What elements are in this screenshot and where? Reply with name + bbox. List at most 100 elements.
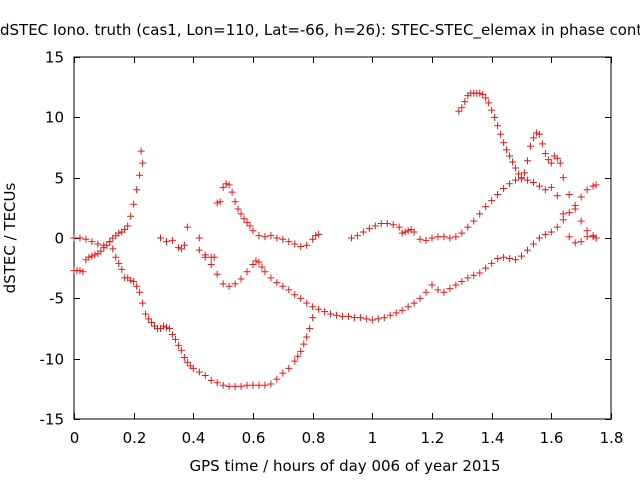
data-point bbox=[333, 311, 341, 319]
data-point bbox=[404, 227, 412, 235]
data-point bbox=[279, 282, 287, 290]
data-point bbox=[157, 234, 165, 242]
x-tick-label: 0.2 bbox=[123, 429, 147, 447]
data-point bbox=[91, 251, 99, 259]
data-point bbox=[386, 311, 394, 319]
data-point bbox=[189, 364, 197, 372]
data-point bbox=[532, 129, 540, 137]
data-point bbox=[356, 314, 364, 322]
data-point bbox=[228, 188, 236, 196]
data-point bbox=[210, 253, 218, 261]
data-point bbox=[565, 233, 573, 241]
data-point bbox=[261, 233, 269, 241]
data-point bbox=[559, 210, 567, 218]
data-point bbox=[368, 316, 376, 324]
data-point bbox=[362, 315, 370, 323]
x-tick-label: 1.2 bbox=[421, 429, 445, 447]
data-point bbox=[553, 223, 561, 231]
data-point bbox=[452, 233, 460, 241]
data-point bbox=[583, 186, 591, 194]
data-point bbox=[321, 308, 329, 316]
data-point bbox=[213, 270, 221, 278]
data-point bbox=[589, 182, 597, 190]
data-point bbox=[476, 210, 484, 218]
data-point bbox=[237, 275, 245, 283]
data-point bbox=[130, 277, 138, 285]
data-point bbox=[297, 242, 305, 250]
data-point bbox=[183, 223, 191, 231]
data-point bbox=[174, 244, 182, 252]
data-point bbox=[380, 314, 388, 322]
data-point bbox=[267, 274, 275, 282]
data-point bbox=[252, 257, 260, 265]
data-point bbox=[344, 312, 352, 320]
data-point bbox=[464, 223, 472, 231]
data-point bbox=[347, 234, 355, 242]
data-point bbox=[115, 259, 123, 267]
data-point bbox=[285, 286, 293, 294]
data-point bbox=[261, 381, 269, 389]
data-point bbox=[538, 140, 546, 148]
data-point bbox=[577, 193, 585, 201]
data-point bbox=[518, 252, 525, 260]
data-point bbox=[529, 134, 537, 142]
data-point bbox=[523, 176, 531, 184]
data-point bbox=[231, 198, 239, 206]
data-point bbox=[133, 282, 141, 290]
data-point bbox=[243, 381, 251, 389]
data-point bbox=[216, 198, 224, 206]
data-point bbox=[255, 381, 263, 389]
data-point bbox=[559, 174, 567, 182]
data-point bbox=[398, 229, 406, 237]
data-point bbox=[482, 264, 490, 272]
data-point bbox=[133, 186, 141, 194]
data-point bbox=[303, 299, 311, 307]
data-point bbox=[446, 285, 454, 293]
data-point bbox=[482, 203, 490, 211]
data-point bbox=[148, 318, 156, 326]
data-point bbox=[398, 306, 406, 314]
data-point bbox=[291, 291, 299, 299]
data-point bbox=[506, 152, 514, 160]
data-point bbox=[177, 346, 185, 354]
data-point bbox=[506, 255, 514, 263]
data-point bbox=[240, 215, 248, 223]
data-point bbox=[109, 245, 117, 253]
data-point bbox=[461, 98, 469, 106]
data-point bbox=[300, 340, 308, 348]
data-point bbox=[416, 294, 424, 302]
data-point bbox=[195, 234, 203, 242]
data-point bbox=[359, 228, 367, 236]
data-point bbox=[180, 353, 188, 361]
data-point bbox=[225, 282, 233, 290]
data-point bbox=[201, 253, 209, 261]
axes-frame: 0 0.2 0.4 0.6 0.8 1 1.2 1.4 1.6 1.8 -15 -10 -5 0 5 10 15 bbox=[40, 49, 624, 448]
data-point bbox=[76, 267, 84, 275]
data-point bbox=[547, 159, 555, 167]
plot-border bbox=[73, 56, 612, 420]
data-point bbox=[219, 381, 227, 389]
data-points bbox=[70, 89, 600, 390]
data-point bbox=[353, 232, 361, 240]
data-point bbox=[180, 241, 188, 249]
data-point bbox=[520, 169, 528, 177]
data-point bbox=[115, 229, 123, 237]
data-point bbox=[121, 226, 129, 234]
data-point bbox=[136, 288, 144, 296]
data-point bbox=[577, 217, 585, 225]
data-point bbox=[518, 175, 525, 183]
data-point bbox=[207, 376, 215, 384]
data-point bbox=[85, 253, 93, 261]
data-point bbox=[535, 234, 543, 242]
data-point bbox=[485, 99, 493, 107]
data-point bbox=[494, 255, 502, 263]
data-point bbox=[222, 180, 230, 188]
data-point bbox=[106, 238, 114, 246]
data-point bbox=[285, 238, 293, 246]
data-series bbox=[157, 180, 323, 261]
data-series bbox=[70, 147, 317, 390]
data-point bbox=[207, 261, 215, 269]
data-point bbox=[350, 314, 358, 322]
y-tick-label: -10 bbox=[40, 351, 65, 369]
x-tick-label: 0.8 bbox=[302, 429, 326, 447]
